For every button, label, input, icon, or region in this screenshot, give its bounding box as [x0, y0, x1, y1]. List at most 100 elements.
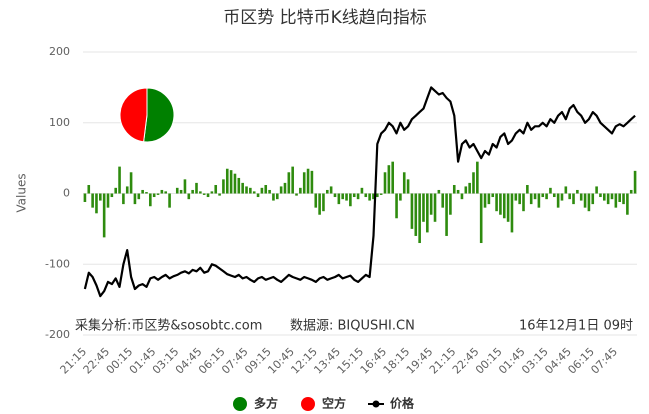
- bar: [433, 193, 437, 222]
- bar: [602, 193, 606, 201]
- bar: [133, 193, 137, 205]
- bar: [164, 191, 168, 194]
- bar: [406, 179, 410, 194]
- bar: [287, 172, 291, 194]
- bar: [360, 187, 364, 194]
- bar: [245, 186, 248, 194]
- bar: [533, 193, 537, 200]
- bar: [579, 193, 583, 201]
- bar: [526, 185, 529, 194]
- bar: [387, 165, 391, 194]
- bar: [129, 172, 133, 194]
- bar: [152, 193, 156, 198]
- bar: [225, 168, 229, 194]
- bar: [595, 186, 598, 194]
- bar: [241, 182, 244, 194]
- credit-text: 数据源: BIQUSHI.CN: [290, 319, 415, 334]
- bar: [610, 193, 614, 200]
- bar: [502, 193, 506, 219]
- bar: [352, 193, 356, 198]
- bar: [618, 193, 621, 202]
- y-tick-label: -200: [45, 328, 70, 341]
- bar: [249, 187, 252, 194]
- bar: [537, 193, 541, 208]
- bar: [499, 193, 502, 215]
- legend-marker: [372, 400, 380, 408]
- bar: [160, 189, 164, 194]
- bar: [222, 179, 225, 194]
- legend-label: 空方: [322, 396, 346, 411]
- bar: [325, 189, 329, 194]
- credit-text: 采集分析:币区势&sosobtc.com: [75, 318, 262, 334]
- bar: [552, 193, 556, 198]
- legend-marker: [301, 397, 315, 411]
- bar: [529, 193, 533, 205]
- bar: [218, 193, 221, 196]
- bar: [472, 172, 475, 194]
- bar: [495, 193, 498, 212]
- bar: [395, 193, 398, 219]
- bar: [256, 193, 260, 198]
- bar: [410, 193, 414, 229]
- bar: [460, 193, 464, 200]
- y-tick-label: 0: [63, 187, 70, 200]
- bar: [629, 189, 633, 194]
- bar: [456, 189, 460, 194]
- bar: [187, 193, 191, 200]
- chart-title: 币区势 比特币K线趋向指标: [223, 8, 427, 28]
- bar: [345, 193, 348, 201]
- bar: [260, 187, 264, 194]
- bar: [452, 185, 456, 194]
- bar: [137, 193, 141, 200]
- bar: [549, 187, 552, 194]
- bar: [179, 189, 183, 194]
- bar: [626, 193, 629, 215]
- bar: [418, 193, 421, 244]
- bar: [272, 193, 275, 201]
- bar: [556, 193, 560, 208]
- bar: [576, 189, 579, 194]
- y-tick-label: -100: [45, 257, 70, 270]
- bar: [195, 182, 198, 194]
- y-axis-label: Values: [15, 173, 29, 212]
- bar: [591, 193, 595, 205]
- bar: [464, 186, 468, 194]
- x-tick-label: 07:45: [588, 345, 620, 377]
- bar: [275, 193, 279, 200]
- legend-marker: [233, 397, 247, 411]
- bar: [383, 172, 387, 194]
- bar: [341, 193, 344, 200]
- bar: [264, 185, 268, 194]
- bar: [118, 166, 121, 194]
- bar: [368, 193, 371, 201]
- bar: [426, 193, 429, 233]
- bar: [414, 193, 418, 236]
- bar: [149, 193, 152, 207]
- y-tick-label: 100: [49, 116, 70, 129]
- bar: [483, 193, 487, 208]
- bar: [91, 193, 94, 208]
- legend-label: 多方: [254, 396, 278, 411]
- bar: [422, 193, 425, 222]
- bar: [191, 189, 194, 194]
- bar: [522, 193, 525, 212]
- bar: [202, 193, 206, 195]
- bar: [283, 182, 287, 194]
- bar: [310, 170, 314, 194]
- bar: [125, 186, 129, 194]
- bar: [391, 161, 395, 194]
- bar: [364, 193, 368, 198]
- price-line: [83, 86, 636, 298]
- bar: [614, 193, 618, 208]
- bar: [599, 193, 602, 198]
- bar: [295, 193, 298, 196]
- bar: [587, 193, 591, 212]
- bar: [145, 192, 148, 194]
- bar: [541, 193, 545, 198]
- bar: [168, 193, 171, 208]
- bar: [141, 189, 144, 194]
- bar: [429, 193, 433, 215]
- bar: [402, 172, 406, 194]
- bar: [102, 193, 106, 238]
